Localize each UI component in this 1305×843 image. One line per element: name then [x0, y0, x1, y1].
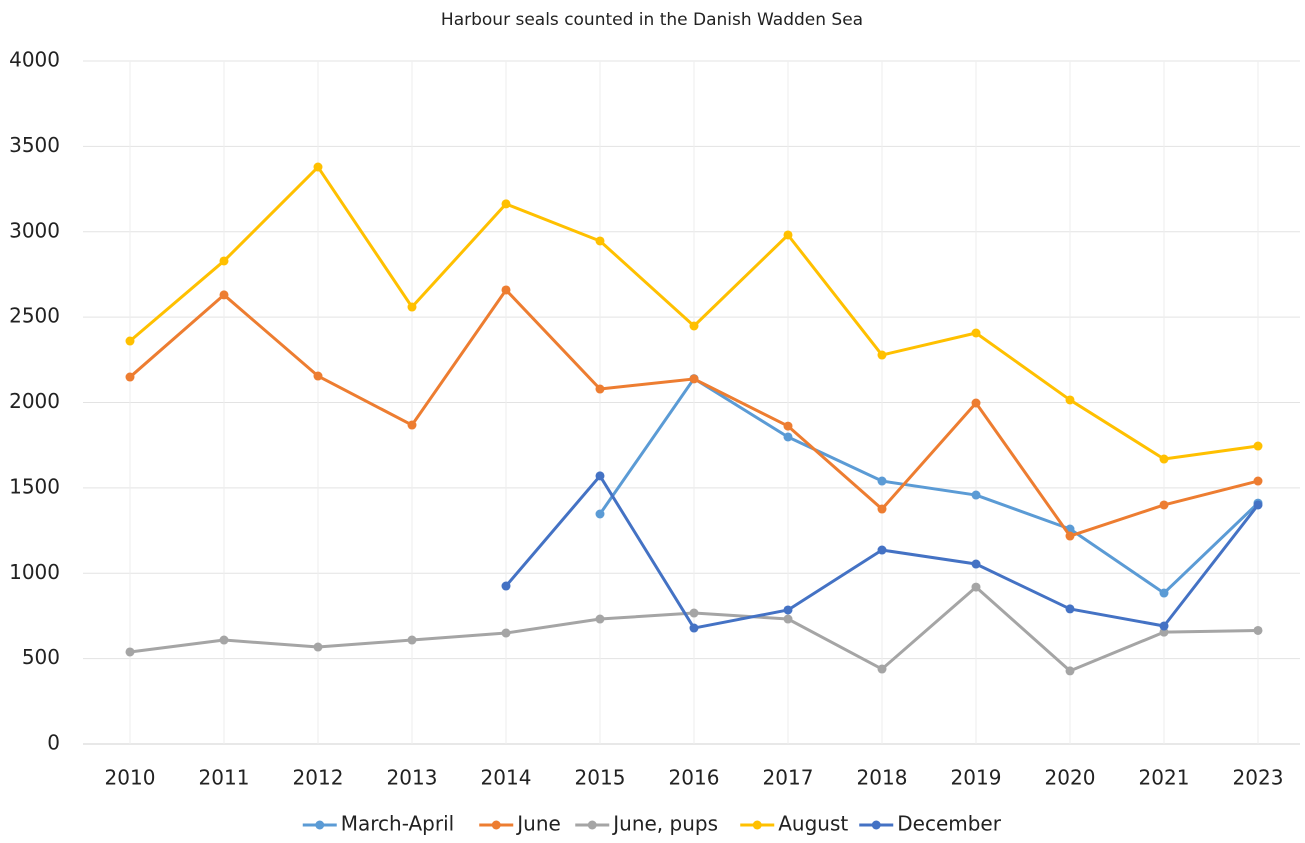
data-point	[595, 509, 605, 519]
x-tick-label: 2015	[575, 766, 626, 790]
data-point	[125, 336, 135, 346]
x-tick-label: 2019	[951, 766, 1002, 790]
data-point	[1065, 666, 1075, 676]
legend-label: June, pups	[611, 812, 718, 836]
data-point	[1159, 454, 1169, 464]
data-point	[407, 635, 417, 645]
data-point	[689, 374, 699, 384]
x-tick-label: 2023	[1233, 766, 1284, 790]
data-point	[501, 285, 511, 295]
y-tick-label: 2500	[9, 304, 60, 328]
data-point	[877, 504, 887, 514]
data-point	[783, 614, 793, 624]
data-point	[971, 398, 981, 408]
data-point	[501, 199, 511, 209]
legend-marker	[752, 820, 762, 830]
chart-title: Harbour seals counted in the Danish Wadd…	[441, 10, 863, 30]
data-point	[877, 350, 887, 360]
data-point	[783, 230, 793, 240]
data-point	[783, 421, 793, 431]
data-point	[1159, 500, 1169, 510]
y-tick-label: 0	[47, 731, 60, 755]
data-point	[501, 628, 511, 638]
data-point	[689, 321, 699, 331]
y-tick-label: 1500	[9, 474, 60, 498]
data-point	[1253, 441, 1263, 451]
data-point	[1065, 604, 1075, 614]
legend-marker	[587, 820, 597, 830]
y-tick-label: 4000	[9, 48, 60, 72]
legend-marker	[491, 820, 501, 830]
x-tick-label: 2011	[199, 766, 250, 790]
data-point	[313, 642, 323, 652]
data-point	[971, 582, 981, 592]
series-line	[598, 377, 1260, 595]
data-point	[313, 371, 323, 381]
legend-marker	[315, 820, 325, 830]
y-tick-label: 3500	[9, 133, 60, 157]
x-tick-label: 2013	[387, 766, 438, 790]
data-point	[971, 490, 981, 500]
data-point	[971, 559, 981, 569]
data-point	[877, 476, 887, 486]
data-point	[1253, 625, 1263, 635]
data-point	[877, 545, 887, 555]
x-tick-label: 2014	[481, 766, 532, 790]
data-point	[407, 420, 417, 430]
data-point	[595, 614, 605, 624]
data-point	[595, 236, 605, 246]
x-tick-label: 2012	[293, 766, 344, 790]
data-point	[689, 608, 699, 618]
x-tick-label: 2016	[669, 766, 720, 790]
data-point	[501, 581, 511, 591]
data-point	[783, 432, 793, 442]
data-point	[407, 302, 417, 312]
y-tick-label: 1000	[9, 560, 60, 584]
legend-label: June	[515, 812, 561, 836]
x-tick-label: 2021	[1139, 766, 1190, 790]
legend-label: August	[778, 812, 848, 836]
x-tick-label: 2018	[857, 766, 908, 790]
data-point	[1253, 476, 1263, 486]
legend-marker	[871, 820, 881, 830]
y-tick-label: 2000	[9, 389, 60, 413]
y-tick-label: 3000	[9, 218, 60, 242]
data-point	[219, 635, 229, 645]
data-point	[595, 384, 605, 394]
x-tick-label: 2017	[763, 766, 814, 790]
data-point	[971, 328, 981, 338]
y-tick-label: 500	[22, 645, 60, 669]
x-tick-label: 2020	[1045, 766, 1096, 790]
data-point	[219, 256, 229, 266]
legend-label: December	[897, 812, 1001, 836]
legend-label: March-April	[341, 812, 454, 836]
data-point	[877, 664, 887, 674]
data-point	[1065, 395, 1075, 405]
data-point	[125, 647, 135, 657]
data-point	[1159, 588, 1169, 598]
data-point	[783, 605, 793, 615]
data-point	[125, 372, 135, 382]
data-point	[1159, 621, 1169, 631]
data-point	[1253, 500, 1263, 510]
data-point	[313, 162, 323, 172]
data-point	[595, 471, 605, 481]
x-tick-label: 2010	[105, 766, 156, 790]
data-point	[1065, 531, 1075, 541]
data-point	[689, 623, 699, 633]
data-point	[219, 290, 229, 300]
